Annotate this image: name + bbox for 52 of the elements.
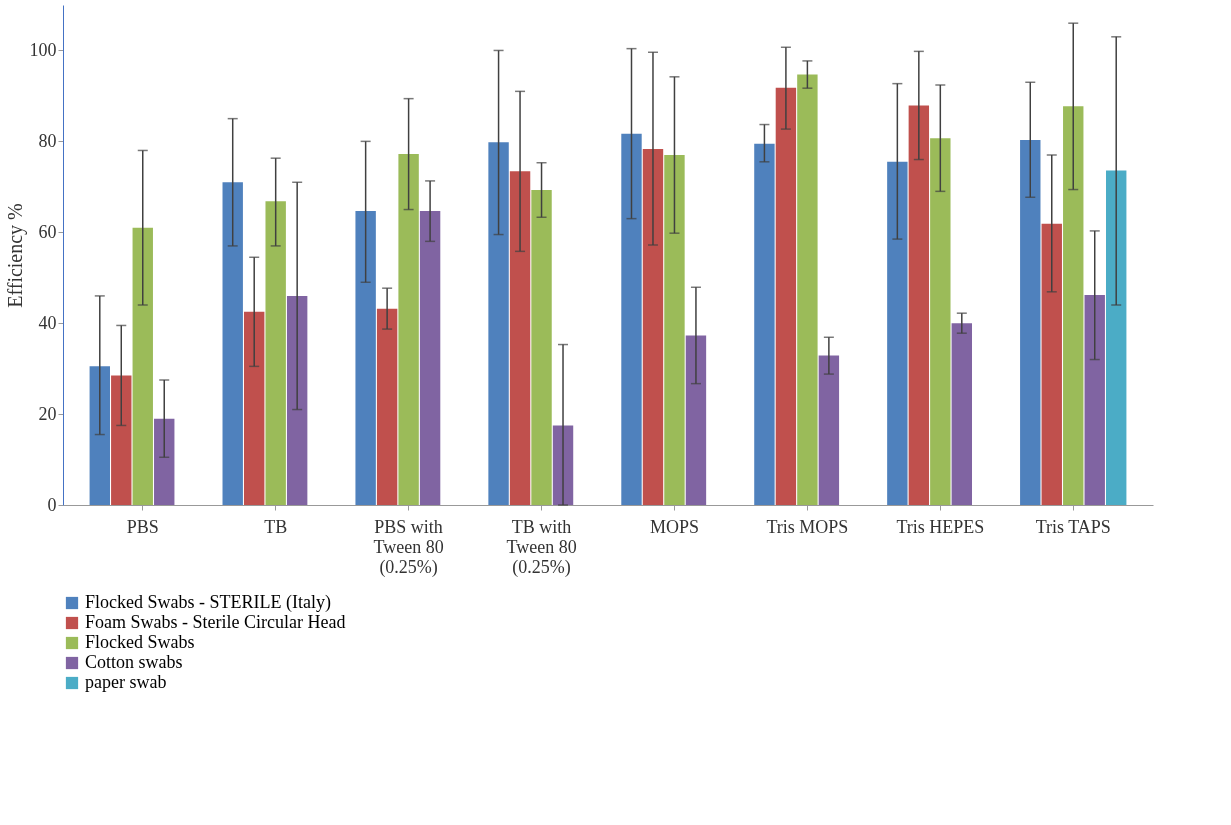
bar — [930, 138, 951, 505]
legend-label: Cotton swabs — [85, 652, 183, 672]
x-tick-label: Tris MOPS — [766, 516, 849, 537]
bar — [887, 161, 908, 505]
legend-label: Foam Swabs - Sterile Circular Head — [85, 612, 346, 632]
bar — [89, 366, 110, 505]
legend-label: Flocked Swabs — [85, 632, 195, 652]
y-tick-label: 80 — [38, 130, 57, 151]
bar — [509, 171, 531, 505]
bar — [775, 87, 797, 505]
y-tick-label: 20 — [38, 403, 57, 424]
bar — [1020, 140, 1041, 505]
bar — [222, 182, 243, 505]
bar — [398, 154, 419, 505]
bar — [1106, 170, 1127, 505]
bar — [154, 418, 175, 505]
legend-label: Flocked Swabs - STERILE (Italy) — [85, 592, 331, 613]
bar — [265, 201, 286, 505]
bar — [1063, 106, 1084, 505]
x-tick-label: TB with Tween 80 (0.25%) — [506, 516, 577, 578]
x-tick-label: PBS with Tween 80 (0.25%) — [373, 516, 444, 578]
x-tick-label: Tris TAPS — [1035, 516, 1111, 537]
bar — [664, 155, 685, 505]
bar — [1084, 295, 1105, 505]
bar — [286, 295, 308, 505]
bar — [376, 308, 398, 505]
y-tick-label: 60 — [38, 221, 57, 242]
bar — [951, 323, 972, 505]
bar — [355, 210, 376, 505]
bar — [818, 355, 840, 505]
bar — [1041, 223, 1062, 505]
bar — [531, 190, 552, 505]
bar — [754, 143, 775, 505]
x-tick-label: Tris HEPES — [896, 516, 985, 537]
bar — [244, 311, 265, 505]
bar — [797, 74, 818, 505]
y-tick-label: 100 — [29, 39, 57, 60]
bar — [685, 335, 707, 505]
bar — [111, 375, 132, 505]
y-axis-title: Efficiency % — [3, 203, 27, 308]
bar — [419, 210, 441, 505]
x-tick-label: PBS — [126, 516, 159, 537]
x-tick-label: TB — [264, 516, 288, 537]
y-tick-label: 40 — [38, 312, 57, 333]
bar — [132, 227, 153, 505]
bar — [908, 105, 930, 505]
bar — [642, 149, 664, 505]
legend-label: paper swab — [85, 672, 167, 692]
bar — [488, 142, 509, 505]
bar — [621, 133, 642, 505]
y-tick-label: 0 — [47, 494, 57, 515]
x-tick-label: MOPS — [649, 516, 699, 537]
